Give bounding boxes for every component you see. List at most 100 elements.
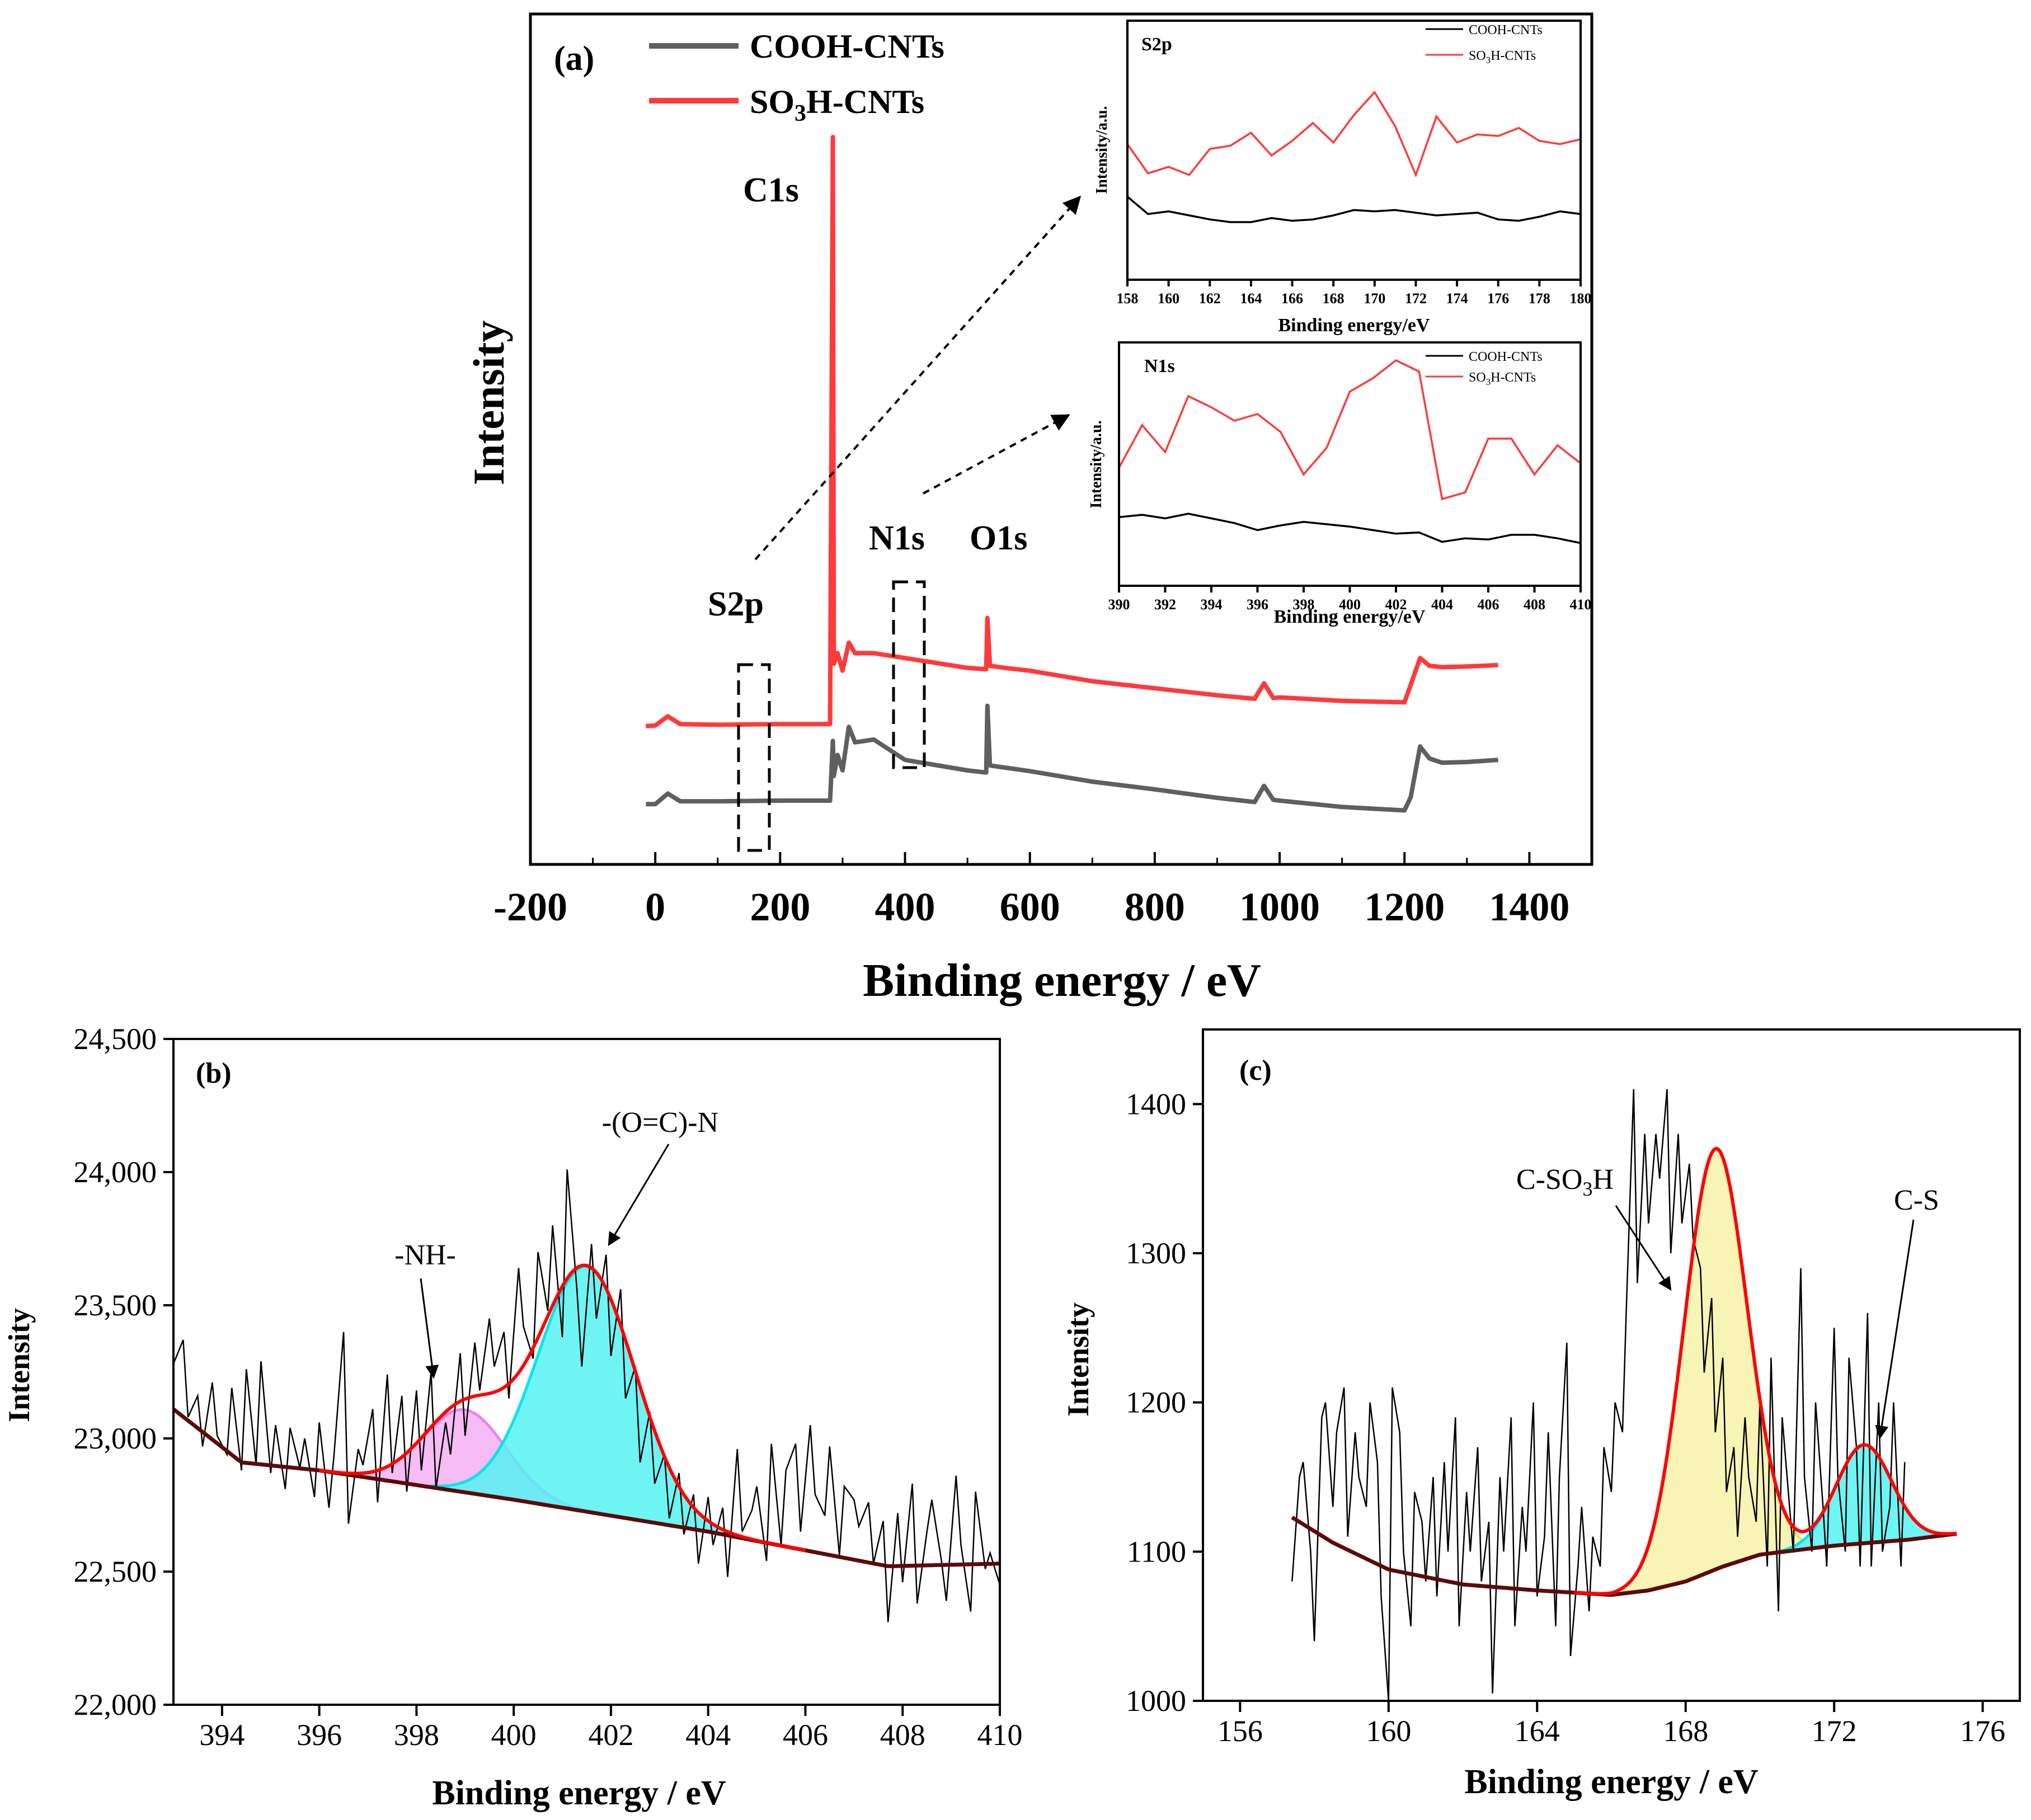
panel-b-frame	[172, 1038, 1001, 1706]
panel-xtick-label: 400	[491, 1718, 537, 1752]
panel-a-x-ticks: -200 0 200 400 600 800 1000 1200 1400	[493, 852, 1593, 929]
inset-n1s-y-label: Intensity/a.u.	[1088, 420, 1105, 508]
inset-xtick-label: 180	[1570, 290, 1592, 307]
panel-a-xtick-label: 0	[645, 885, 665, 929]
panel-c-ticks: 156 160 164 168 172 176 1000 1100 1200 1300 1400	[1126, 1087, 2005, 1748]
panel-xtick-label: 160	[1366, 1714, 1411, 1748]
panel-ytick-label: 1200	[1126, 1386, 1186, 1419]
panel-b-y-label: Intensity	[2, 1308, 36, 1422]
inset-xtick-label: 404	[1431, 596, 1453, 613]
inset-series-cooh	[1126, 196, 1581, 223]
panel-a-xtick-label: 1400	[1489, 885, 1569, 929]
peak-label-s2p: S2p	[708, 585, 764, 623]
inset-s2p-title: S2p	[1141, 34, 1172, 55]
inset-xtick-label: 158	[1117, 290, 1139, 307]
peak-label-o1s: O1s	[970, 519, 1027, 557]
panel-xtick-label: 172	[1812, 1714, 1857, 1748]
n1s-highlight-box	[892, 580, 926, 769]
panel-xtick-label: 408	[880, 1718, 925, 1752]
panel-b: 394 396 398 400 402 404 406 408 410 22,000 22,500 2…	[2, 1022, 1023, 1812]
inset-xtick-label: 408	[1524, 596, 1545, 613]
panel-c-plot	[1291, 1089, 1957, 1701]
panel-a-y-label: Intensity	[464, 321, 513, 486]
inset-n1s-series	[1118, 359, 1582, 544]
panel-a-label: (a)	[554, 40, 594, 78]
peak-label-n1s: N1s	[869, 519, 925, 557]
annotation-c-so3h-arrow	[1615, 1205, 1672, 1291]
inset-xtick-label: 166	[1281, 290, 1303, 307]
panel-xtick-label: 164	[1515, 1714, 1560, 1748]
inset-xtick-label: 398	[1293, 596, 1315, 613]
inset-n1s-legend-cooh: COOH-CNTs	[1469, 350, 1543, 364]
annotation-oc-n: -(O=C)-N	[602, 1107, 718, 1139]
inset-n1s-x-label: Binding energy/eV	[1273, 606, 1426, 627]
inset-series-so3h	[1118, 359, 1582, 501]
inset-n1s-legend-so3h: SO3H-CNTs	[1469, 370, 1536, 387]
panel-xtick-label: 176	[1960, 1714, 2005, 1748]
panel-ytick-label: 1000	[1126, 1684, 1186, 1718]
panel-a-xtick-label: -200	[493, 885, 567, 929]
inset-xtick-label: 390	[1108, 596, 1130, 613]
baseline-line	[1291, 1516, 1957, 1597]
panel-c-y-label: Intensity	[1061, 1302, 1095, 1417]
panel-a-x-label: Binding energy / eV	[863, 954, 1261, 1007]
inset-s2p-y-label: Intensity/a.u.	[1093, 106, 1111, 194]
panel-c-frame	[1202, 1028, 2021, 1702]
inset-s2p-legend-cooh: COOH-CNTs	[1469, 23, 1543, 37]
inset-xtick-label: 406	[1478, 596, 1499, 613]
raw-data-line	[172, 1169, 1001, 1623]
panel-b-plot	[172, 1169, 1001, 1623]
panel-ytick-label: 23,500	[74, 1288, 157, 1322]
inset-s2p-frame	[1126, 20, 1582, 281]
panel-xtick-label: 398	[394, 1718, 439, 1752]
inset-n1s-title: N1s	[1144, 356, 1175, 377]
inset-xtick-label: 168	[1323, 290, 1344, 307]
inset-xtick-label: 178	[1529, 290, 1550, 307]
panel-a-xtick-label: 800	[1125, 885, 1185, 929]
panel-a-legend: COOH-CNTs SO3H-CNTs	[649, 28, 944, 126]
legend-label-so3h: SO3H-CNTs	[750, 83, 924, 126]
panel-a-xtick-label: 1000	[1239, 885, 1320, 929]
annotation-c-s: C-S	[1894, 1184, 1939, 1216]
inset-xtick-label: 172	[1405, 290, 1427, 307]
inset-xtick-label: 170	[1364, 290, 1385, 307]
panel-c: 156 160 164 168 172 176 1000 1100 1200 1300 1400 (…	[1061, 1028, 2021, 1801]
baseline-line	[172, 1407, 1000, 1568]
panel-c-x-label: Binding energy / eV	[1464, 1763, 1759, 1801]
panel-xtick-label: 394	[199, 1718, 245, 1752]
panel-xtick-label: 156	[1217, 1714, 1263, 1748]
raw-data-line	[1291, 1089, 1906, 1701]
panel-ytick-label: 24,000	[74, 1155, 157, 1189]
panel-ytick-label: 24,500	[74, 1022, 157, 1056]
panel-xtick-label: 396	[297, 1718, 342, 1752]
component-fill-1	[431, 1266, 742, 1539]
panel-a-xtick-label: 600	[1000, 885, 1060, 929]
inset-s2p-bg	[1127, 21, 1581, 280]
s2p-inset-arrow	[754, 195, 1082, 561]
inset-s2p: 158 160 162 164 166 168 170 172 174 176 178 180 S2p…	[1093, 20, 1592, 336]
inset-s2p-x-ticks: 158 160 162 164 166 168 170 172 174 176 178 180	[1117, 280, 1592, 307]
inset-n1s-x-ticks: 390 392 394 396 398 400 402 404 406 408 410	[1108, 586, 1592, 613]
panel-ytick-label: 1300	[1126, 1236, 1186, 1270]
component-fill-0	[1614, 1149, 1817, 1595]
panel-xtick-label: 168	[1663, 1714, 1708, 1748]
inset-s2p-x-label: Binding energy/eV	[1278, 315, 1430, 336]
panel-a-frame	[529, 12, 1593, 866]
fit-envelope-line	[319, 1263, 806, 1552]
component-fill-1	[1775, 1445, 1953, 1553]
panel-ytick-label: 23,000	[74, 1422, 157, 1455]
series-line-so3h	[646, 135, 1498, 728]
inset-n1s-bg	[1119, 342, 1581, 586]
fit-envelope-line	[1574, 1147, 1957, 1596]
inset-xtick-label: 396	[1247, 596, 1268, 613]
inset-xtick-label: 164	[1240, 290, 1262, 307]
panel-ytick-label: 22,000	[74, 1688, 157, 1722]
panel-c-label: (c)	[1239, 1055, 1272, 1087]
inset-series-cooh	[1118, 512, 1581, 544]
panel-xtick-label: 406	[783, 1718, 828, 1752]
inset-xtick-label: 162	[1199, 290, 1221, 307]
panel-b-x-label: Binding energy / eV	[432, 1774, 726, 1812]
panel-a-xtick-label: 1200	[1364, 885, 1445, 929]
inset-xtick-label: 394	[1201, 596, 1223, 613]
